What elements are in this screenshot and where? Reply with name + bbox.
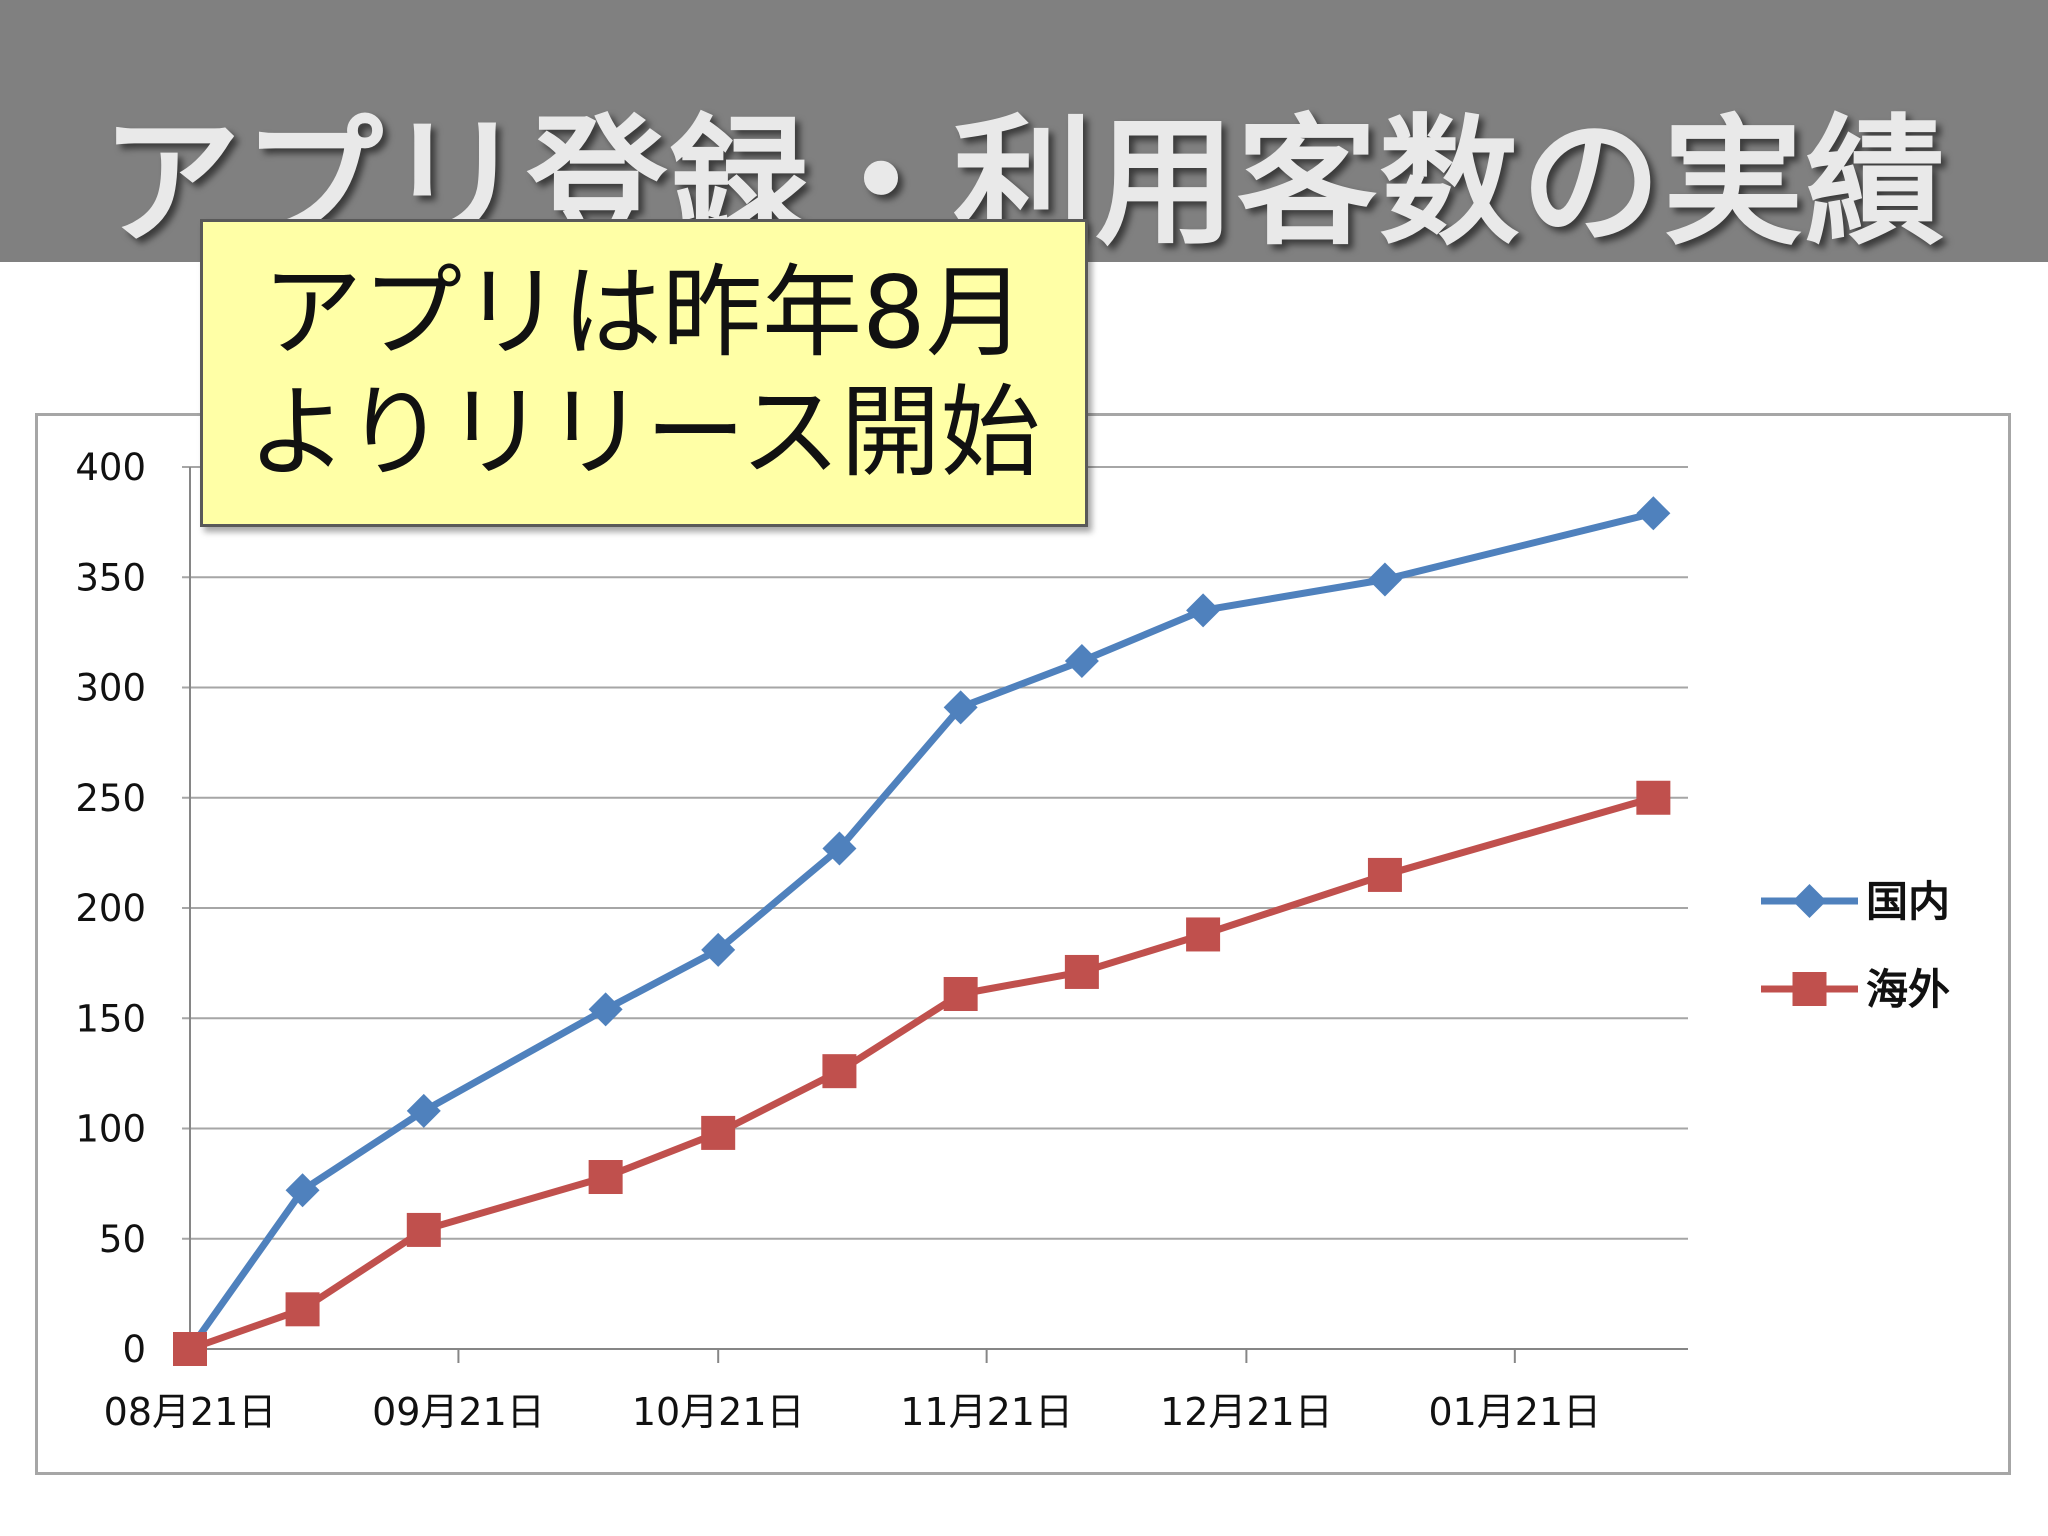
y-tick-label: 150 — [75, 997, 146, 1040]
data-point — [822, 831, 857, 866]
y-tick-label: 400 — [75, 446, 146, 489]
data-point — [1636, 780, 1671, 815]
x-tick-label: 12月21日 — [1160, 1390, 1333, 1434]
x-tick-label: 09月21日 — [372, 1390, 545, 1434]
callout-line-1: アプリは昨年8月 — [262, 254, 1026, 371]
chart-area: 0 50 100 150 200 250 300 350 400 08月21日 09月21日 10月2… — [35, 413, 2011, 1475]
x-tick-label: 01月21日 — [1428, 1390, 1601, 1434]
release-callout: アプリは昨年8月 よりリリース開始 — [200, 219, 1088, 527]
data-point — [285, 1173, 320, 1208]
data-point — [1186, 917, 1221, 952]
x-tick-label: 10月21日 — [632, 1390, 805, 1434]
data-point — [701, 1115, 736, 1150]
data-point — [822, 1054, 857, 1089]
legend-marker — [1792, 884, 1827, 918]
data-point — [701, 932, 736, 967]
data-point — [173, 1332, 207, 1366]
data-point — [1636, 496, 1671, 531]
y-tick-label: 300 — [75, 667, 146, 710]
y-tick-label: 50 — [99, 1218, 146, 1261]
legend-marker — [1792, 972, 1827, 1006]
data-point — [1186, 593, 1221, 628]
data-point — [943, 976, 978, 1011]
series-line-overseas — [188, 794, 1655, 1353]
title-band — [0, 0, 2048, 262]
legend-label: 国内 — [1866, 877, 1950, 926]
data-point — [1367, 562, 1402, 597]
data-point — [943, 690, 978, 725]
data-point — [406, 1093, 441, 1128]
data-point — [1064, 644, 1099, 679]
y-tick-label: 200 — [75, 887, 146, 930]
data-point — [1064, 954, 1099, 989]
legend-label: 海外 — [1866, 965, 1950, 1014]
callout-line-2: よりリリース開始 — [247, 374, 1041, 491]
data-point — [588, 1160, 623, 1195]
x-tick-label: 08月21日 — [104, 1390, 277, 1434]
data-point — [406, 1212, 441, 1247]
y-tick-label: 100 — [75, 1108, 146, 1151]
y-tick-label: 0 — [122, 1328, 146, 1371]
y-tick-label: 350 — [75, 556, 146, 599]
y-tick-label: 250 — [75, 777, 146, 820]
x-tick-label: 11月21日 — [900, 1390, 1073, 1434]
line-chart: 0 50 100 150 200 250 300 350 400 08月21日 09月21日 10月2… — [75, 446, 1950, 1434]
data-point — [1367, 857, 1402, 892]
data-point — [285, 1292, 320, 1327]
data-point — [588, 992, 623, 1027]
